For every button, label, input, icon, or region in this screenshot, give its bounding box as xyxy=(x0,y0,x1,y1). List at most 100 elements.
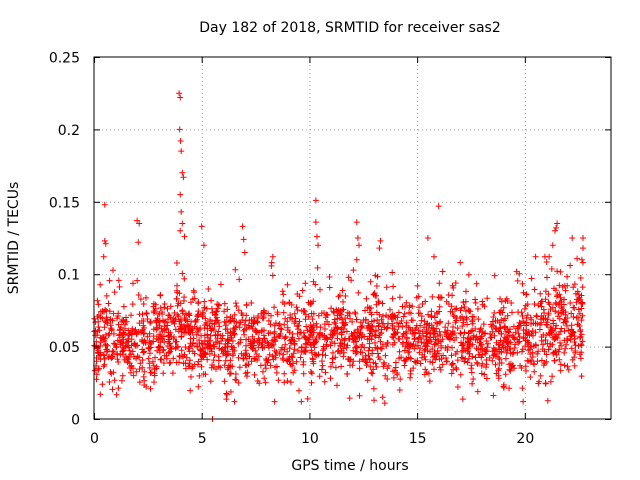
data-point xyxy=(276,333,283,339)
data-point xyxy=(528,275,535,282)
data-point xyxy=(317,286,323,293)
data-point xyxy=(170,315,177,322)
data-point xyxy=(359,349,366,356)
data-point xyxy=(459,396,466,403)
data-point xyxy=(331,327,338,334)
data-point xyxy=(308,331,315,338)
data-point xyxy=(541,360,548,367)
data-point xyxy=(167,348,174,355)
data-point xyxy=(553,334,559,341)
data-point xyxy=(215,328,222,335)
data-point xyxy=(215,319,222,326)
data-point xyxy=(452,306,459,313)
data-point xyxy=(105,300,112,307)
data-point xyxy=(231,331,238,338)
data-point xyxy=(504,312,511,319)
data-point xyxy=(457,330,464,337)
data-point xyxy=(125,338,132,345)
data-point xyxy=(102,240,109,247)
data-point xyxy=(119,372,126,379)
data-point xyxy=(243,362,250,369)
data-point xyxy=(166,360,173,367)
data-point xyxy=(423,321,430,328)
data-point xyxy=(424,320,431,327)
data-point xyxy=(243,355,250,362)
data-point xyxy=(365,347,372,354)
data-point xyxy=(181,351,188,358)
data-point xyxy=(100,253,107,260)
data-point xyxy=(306,327,313,334)
data-point xyxy=(147,344,154,351)
data-point xyxy=(260,313,267,319)
data-point xyxy=(246,317,253,324)
data-point xyxy=(101,237,108,244)
data-point xyxy=(279,288,286,295)
data-point xyxy=(191,289,197,296)
data-point xyxy=(381,400,388,407)
data-point xyxy=(464,337,471,343)
data-point xyxy=(453,314,460,321)
data-point xyxy=(117,331,124,338)
data-point xyxy=(535,302,542,309)
data-point xyxy=(208,348,215,355)
data-point xyxy=(460,334,467,341)
data-point xyxy=(578,341,584,348)
data-point xyxy=(344,312,351,319)
data-point xyxy=(99,308,106,315)
data-point xyxy=(496,365,502,372)
data-point xyxy=(356,365,363,372)
data-point xyxy=(527,374,534,381)
data-point xyxy=(126,354,133,360)
data-point xyxy=(552,349,559,356)
data-point xyxy=(578,331,585,338)
data-point xyxy=(334,382,340,389)
data-point xyxy=(168,319,175,326)
data-point xyxy=(185,329,192,335)
data-point xyxy=(461,358,468,365)
data-point xyxy=(95,347,102,354)
data-point xyxy=(435,337,442,344)
data-point xyxy=(118,339,124,346)
data-point xyxy=(200,242,207,249)
data-point xyxy=(474,361,481,367)
data-point xyxy=(232,266,239,273)
data-point xyxy=(191,361,198,368)
data-point xyxy=(181,233,188,240)
data-point xyxy=(126,347,133,354)
data-point xyxy=(396,294,403,301)
data-point xyxy=(575,306,582,313)
data-point xyxy=(103,292,110,299)
data-point xyxy=(93,332,100,339)
data-point xyxy=(484,344,491,351)
data-point xyxy=(364,359,371,366)
data-point xyxy=(353,343,360,350)
data-point xyxy=(416,349,423,356)
data-point xyxy=(511,345,518,351)
data-point xyxy=(176,359,182,366)
data-point xyxy=(443,358,450,365)
data-point xyxy=(178,347,185,354)
data-point xyxy=(487,331,494,337)
data-point xyxy=(420,332,426,339)
data-point xyxy=(374,350,381,357)
data-point xyxy=(106,379,113,385)
data-point xyxy=(509,334,516,340)
data-point xyxy=(271,304,278,311)
data-point xyxy=(380,313,386,320)
data-point xyxy=(431,253,437,260)
data-point xyxy=(248,300,255,306)
data-point xyxy=(512,329,519,336)
data-point xyxy=(286,358,293,364)
data-point xyxy=(308,379,315,386)
data-point xyxy=(561,349,568,356)
data-point xyxy=(506,366,513,373)
data-point xyxy=(173,260,180,266)
y-tick-label: 0.2 xyxy=(58,123,80,139)
data-point xyxy=(153,326,160,333)
data-point xyxy=(338,326,345,333)
data-point xyxy=(428,313,435,320)
data-point xyxy=(477,346,484,353)
data-point xyxy=(495,341,502,348)
data-point xyxy=(334,348,341,355)
data-point xyxy=(319,358,325,365)
